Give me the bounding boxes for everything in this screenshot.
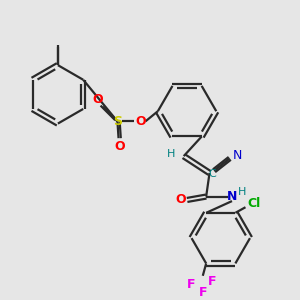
Text: N: N — [227, 190, 237, 203]
Text: F: F — [208, 275, 216, 288]
Text: O: O — [92, 94, 103, 106]
Text: O: O — [175, 194, 186, 206]
Text: C: C — [208, 169, 216, 179]
Text: O: O — [136, 115, 146, 128]
Text: H: H — [167, 149, 176, 159]
Text: F: F — [187, 278, 196, 291]
Text: N: N — [233, 148, 242, 161]
Text: S: S — [113, 115, 122, 128]
Text: H: H — [238, 187, 246, 197]
Text: Cl: Cl — [248, 197, 261, 210]
Text: O: O — [114, 140, 125, 152]
Text: F: F — [199, 286, 207, 299]
